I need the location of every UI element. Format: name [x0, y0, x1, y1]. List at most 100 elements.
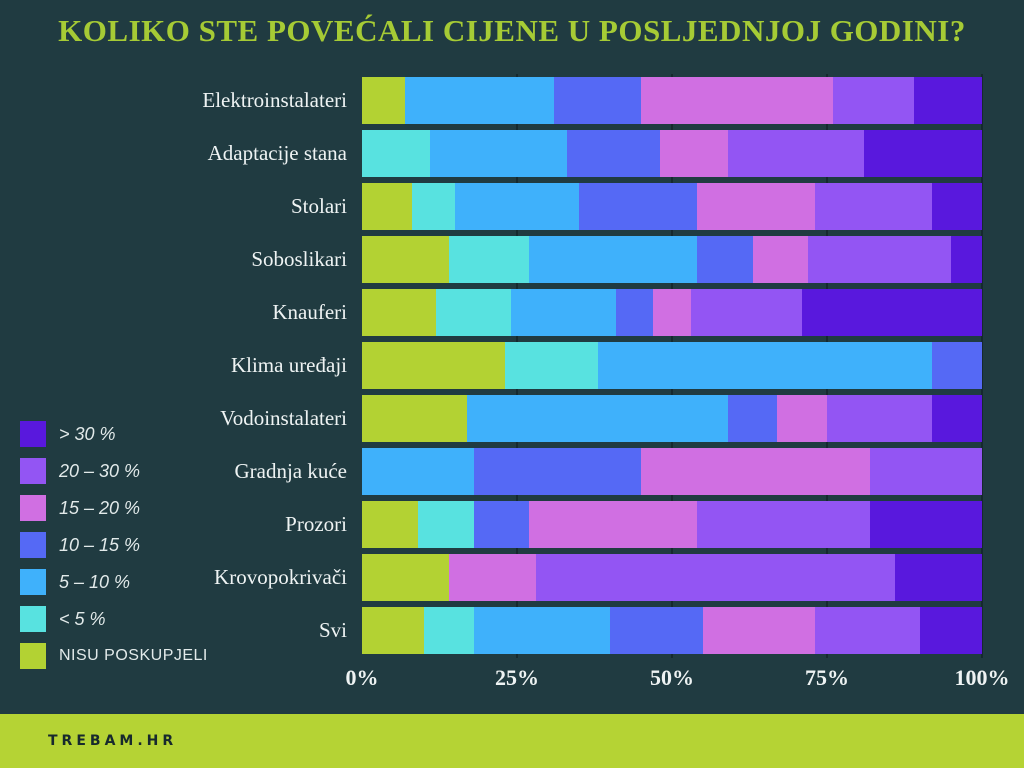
- category-label: Klima uređaji: [230, 353, 347, 377]
- bar-segment: [696, 501, 871, 548]
- bar-segment: [362, 501, 418, 548]
- bar-segment: [696, 183, 815, 230]
- x-axis: 0% 25% 50% 75% 100%: [346, 660, 1010, 696]
- bar-segment: [405, 77, 555, 124]
- bar-segment: [752, 236, 809, 283]
- bar-segment: [448, 554, 536, 601]
- bar-segment: [653, 289, 691, 336]
- bar-segment: [362, 183, 412, 230]
- bar-segment: [616, 289, 654, 336]
- legend-label: 10 – 15 %: [59, 534, 141, 555]
- legend-swatch: [20, 532, 46, 558]
- bar-segment: [870, 501, 982, 548]
- bar-segment: [566, 130, 660, 177]
- legend-label: 5 – 10 %: [59, 571, 131, 592]
- bar-segment: [504, 342, 598, 389]
- gridline: [981, 74, 983, 658]
- bar-segment: [467, 395, 728, 442]
- x-axis-tick-label: 75%: [805, 665, 849, 690]
- bar-segment: [578, 183, 697, 230]
- bar-segment: [727, 395, 778, 442]
- bar-segment: [833, 77, 914, 124]
- x-axis-tick-label: 25%: [495, 665, 539, 690]
- category-label: Prozori: [285, 512, 347, 536]
- bar-segment: [362, 448, 474, 495]
- bar-segment: [473, 448, 641, 495]
- bar-segment: [362, 289, 437, 336]
- category-label: Svi: [318, 618, 347, 642]
- category-label: Knauferi: [272, 300, 347, 324]
- legend-swatch: [20, 606, 46, 632]
- bar-segment: [870, 448, 982, 495]
- bar-row: [362, 183, 982, 230]
- category-label: Elektroinstalateri: [202, 88, 347, 112]
- bar-segment: [510, 289, 617, 336]
- bar-segment: [640, 448, 871, 495]
- bar-segment: [826, 395, 933, 442]
- bar-segment: [932, 342, 982, 389]
- legend-label: < 5 %: [59, 608, 106, 629]
- bar-segment: [919, 607, 982, 654]
- bar-segment: [802, 289, 982, 336]
- brand-logo: TREBAM.HR: [48, 733, 178, 749]
- bar-row: [362, 554, 982, 601]
- legend-label: 20 – 30 %: [59, 460, 141, 481]
- bar-segment: [864, 130, 982, 177]
- bar-segment: [430, 130, 567, 177]
- category-label: Soboslikari: [251, 247, 347, 271]
- bar-segment: [932, 395, 982, 442]
- bar-segment: [448, 236, 530, 283]
- x-axis-tick-label: 100%: [954, 665, 1010, 690]
- bar-segment: [362, 236, 449, 283]
- bar-row: [362, 77, 982, 124]
- category-axis: Elektroinstalateri Adaptacije stana Stolar…: [0, 77, 347, 654]
- bar-segment: [913, 77, 982, 124]
- bar-segment: [895, 554, 982, 601]
- chart-title: KOLIKO STE POVEĆALI CIJENE U POSLJEDNJOJ…: [58, 13, 966, 48]
- bar-segment: [696, 236, 753, 283]
- legend-item: < 5 %: [20, 606, 208, 632]
- bar-segment: [554, 77, 641, 124]
- x-axis-tick-label: 0%: [345, 665, 379, 690]
- bar-segment: [417, 501, 474, 548]
- bar-segment: [659, 130, 728, 177]
- legend-item: 10 – 15 %: [20, 532, 208, 558]
- bar-row: [362, 395, 982, 442]
- category-label: Krovopokrivači: [214, 565, 347, 589]
- bar-segment: [436, 289, 511, 336]
- bar-segment: [424, 607, 474, 654]
- bar-segment: [950, 236, 982, 283]
- bar-segment: [932, 183, 982, 230]
- legend: > 30 % 20 – 30 % 15 – 20 % 10 – 15 % 5 – 10 …: [20, 421, 208, 680]
- legend-item: 15 – 20 %: [20, 495, 208, 521]
- legend-swatch: [20, 643, 46, 669]
- bar-segment: [362, 342, 505, 389]
- bar-segment: [808, 236, 951, 283]
- bar-segment: [473, 607, 610, 654]
- bar-segment: [362, 554, 449, 601]
- legend-label: > 30 %: [59, 423, 116, 444]
- bar-segment: [454, 183, 579, 230]
- bar-segment: [777, 395, 827, 442]
- category-label: Stolari: [291, 194, 347, 218]
- bar-segment: [411, 183, 455, 230]
- category-label: Adaptacije stana: [207, 141, 347, 165]
- legend-item: > 30 %: [20, 421, 208, 447]
- bar-segment: [690, 289, 803, 336]
- bar-row: [362, 607, 982, 654]
- bar-segment: [529, 236, 697, 283]
- bar-segment: [597, 342, 933, 389]
- bar-segment: [814, 607, 920, 654]
- legend-item: 5 – 10 %: [20, 569, 208, 595]
- bar-segment: [702, 607, 815, 654]
- legend-label: NISU POSKUPJELI: [59, 647, 208, 664]
- bar-segment: [727, 130, 865, 177]
- chart-plot: [362, 74, 983, 658]
- bar-segment: [362, 130, 431, 177]
- bar-row: [362, 448, 982, 495]
- category-label: Vodoinstalateri: [220, 406, 347, 430]
- bar-row: [362, 236, 982, 283]
- legend-item: 20 – 30 %: [20, 458, 208, 484]
- bar-segment: [609, 607, 703, 654]
